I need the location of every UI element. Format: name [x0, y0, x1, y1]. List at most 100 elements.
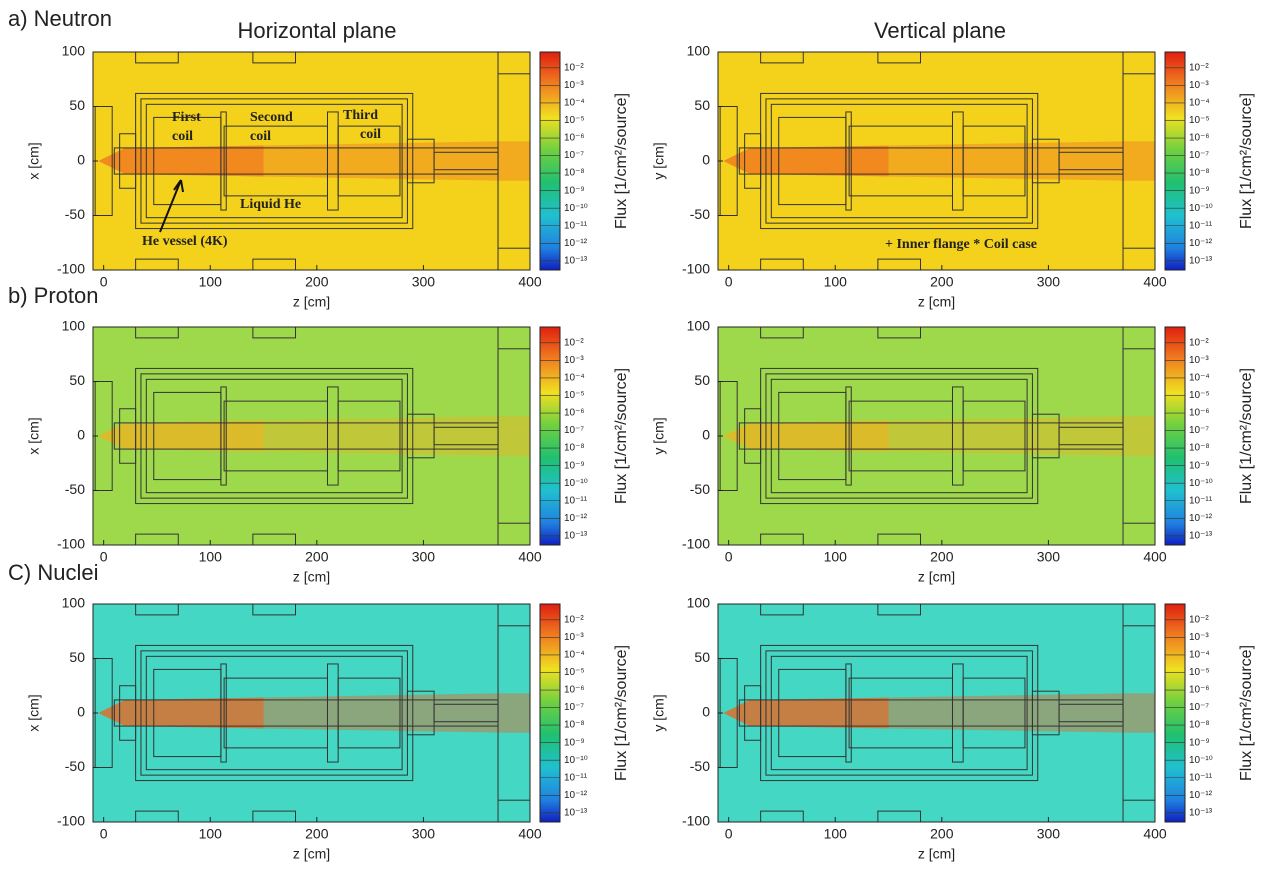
x-tick-label: 300 [1037, 826, 1061, 842]
colorbar-tick-label: 10⁻¹² [1189, 513, 1213, 524]
colorbar [1164, 51, 1186, 271]
colorbar-label: Flux [1/cm²/source] [613, 645, 630, 781]
colorbar-tick-label: 10⁻⁷ [1189, 150, 1209, 161]
beam-plume [98, 693, 530, 733]
colorbar-tick-label: 10⁻⁹ [1189, 185, 1210, 196]
colorbar-tick-label: 10⁻⁷ [564, 425, 584, 436]
y-tick-label: 0 [77, 704, 85, 720]
colorbar-tick-label: 10⁻⁸ [1189, 720, 1210, 731]
x-tick-label: 0 [725, 549, 733, 565]
geometry [220, 663, 227, 763]
x-axis-label: z [cm] [918, 294, 955, 310]
colorbar-tick-label: 10⁻¹¹ [1189, 495, 1213, 506]
y-tick-label: 100 [687, 43, 711, 59]
panel: 0 100 200 300 400 -100 -50 0 50 100 z [cm] x [cm] 10… [26, 318, 631, 585]
y-tick-label: 0 [702, 704, 710, 720]
y-axis-label: y [cm] [651, 142, 667, 179]
x-axis-label: z [cm] [918, 846, 955, 862]
colorbar-tick-label: 10⁻¹³ [1189, 807, 1213, 818]
colorbar-tick-label: 10⁻³ [1189, 80, 1209, 91]
y-tick-label: -50 [65, 481, 85, 497]
beam-fade [263, 141, 530, 181]
colorbar-tick-label: 10⁻⁵ [564, 115, 585, 126]
x-tick-label: 300 [1037, 549, 1061, 565]
colorbar-tick-label: 10⁻³ [1189, 632, 1209, 643]
colorbar-tick-label: 10⁻¹³ [564, 530, 588, 541]
x-axis-label: z [cm] [293, 294, 330, 310]
y-tick-label: 0 [77, 427, 85, 443]
colorbar-tick-label: 10⁻⁵ [564, 667, 585, 678]
colorbar-tick-label: 10⁻⁵ [1189, 390, 1210, 401]
colorbar-tick-label: 10⁻¹¹ [1189, 772, 1213, 783]
colorbar-tick-label: 10⁻² [1189, 614, 1209, 625]
beam-plume [723, 416, 1155, 456]
colorbar-tick-label: 10⁻⁹ [564, 185, 585, 196]
colorbar [539, 603, 561, 823]
geometry [145, 103, 403, 219]
y-axis-label: y [cm] [651, 417, 667, 454]
x-tick-label: 200 [305, 826, 329, 842]
colorbar-tick-label: 10⁻¹³ [564, 807, 588, 818]
beam-fade [888, 693, 1155, 733]
colorbar-tick-label: 10⁻² [1189, 337, 1209, 348]
x-tick-label: 0 [100, 274, 108, 290]
geometry [119, 685, 137, 741]
y-tick-label: 50 [69, 97, 85, 113]
colorbar-tick-label: 10⁻¹³ [1189, 255, 1213, 266]
x-tick-label: 400 [1143, 274, 1167, 290]
x-tick-label: 100 [824, 826, 848, 842]
colorbar [1164, 326, 1186, 546]
y-tick-label: 100 [687, 595, 711, 611]
colorbar-tick-label: 10⁻¹⁰ [564, 755, 588, 766]
colorbar-tick-label: 10⁻¹² [564, 790, 588, 801]
beam-fade [888, 416, 1155, 456]
colorbar-tick-label: 10⁻⁶ [1189, 408, 1210, 419]
y-axis-label: x [cm] [26, 694, 42, 731]
x-tick-label: 100 [824, 274, 848, 290]
colorbar-tick-label: 10⁻¹¹ [564, 220, 588, 231]
row-label: C) Nuclei [8, 560, 98, 585]
colorbar-tick-label: 10⁻¹² [1189, 790, 1213, 801]
x-axis-label: z [cm] [918, 569, 955, 585]
geometry [770, 378, 1028, 494]
geometry [744, 133, 762, 189]
colorbar-tick-label: 10⁻¹³ [564, 255, 588, 266]
colorbar-tick-label: 10⁻¹¹ [1189, 220, 1213, 231]
y-tick-label: 100 [62, 595, 86, 611]
colorbar [539, 326, 561, 546]
colorbar-tick-label: 10⁻¹² [1189, 238, 1213, 249]
y-tick-label: -50 [65, 758, 85, 774]
geometry [845, 663, 852, 763]
colorbar-tick-label: 10⁻⁷ [1189, 702, 1209, 713]
annotation: First [172, 110, 201, 125]
y-tick-label: -50 [690, 758, 710, 774]
x-tick-label: 200 [930, 826, 954, 842]
arrow [159, 179, 184, 233]
geometry [770, 655, 1028, 771]
colorbar-tick-label: 10⁻⁴ [564, 373, 585, 384]
colorbar-tick-label: 10⁻⁸ [564, 443, 585, 454]
y-tick-label: 50 [694, 97, 710, 113]
x-tick-label: 200 [305, 549, 329, 565]
x-tick-label: 400 [1143, 549, 1167, 565]
annotation: He vessel (4K) [142, 234, 228, 249]
geometry [326, 111, 339, 211]
colorbar-tick-label: 10⁻⁴ [1189, 98, 1210, 109]
x-tick-label: 100 [199, 549, 223, 565]
colorbar [1164, 603, 1186, 823]
x-tick-label: 100 [199, 826, 223, 842]
colorbar-tick-label: 10⁻⁷ [564, 150, 584, 161]
geometry [326, 386, 339, 486]
colorbar-tick-label: 10⁻⁸ [564, 720, 585, 731]
colorbar-tick-label: 10⁻² [564, 614, 584, 625]
y-tick-label: 50 [694, 649, 710, 665]
panel: 0 100 200 300 400 -100 -50 0 50 100 z [cm] y [cm] 10… [651, 318, 1256, 585]
colorbar-tick-label: 10⁻¹² [564, 238, 588, 249]
geometry [951, 663, 964, 763]
row-label: a) Neutron [8, 6, 112, 31]
y-tick-label: 100 [62, 318, 86, 334]
column-title: Horizontal plane [238, 18, 397, 43]
beam-fade [263, 693, 530, 733]
x-tick-label: 0 [100, 549, 108, 565]
